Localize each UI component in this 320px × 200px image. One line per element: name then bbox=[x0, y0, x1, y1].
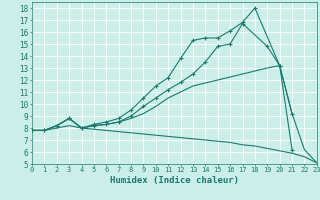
X-axis label: Humidex (Indice chaleur): Humidex (Indice chaleur) bbox=[110, 176, 239, 185]
